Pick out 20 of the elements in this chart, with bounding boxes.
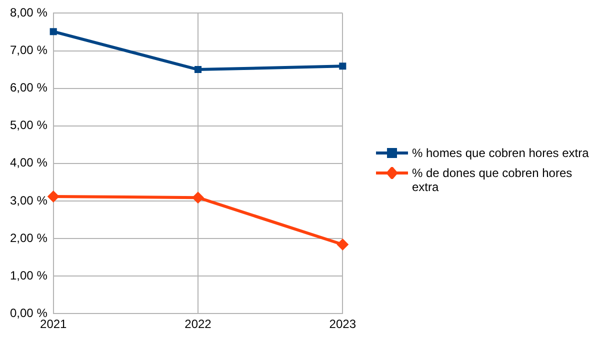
y-tick-label: 2,00 % bbox=[10, 230, 48, 245]
legend-label: % de dones que cobren hores extra bbox=[412, 166, 574, 194]
point bbox=[336, 238, 349, 251]
x-tick-label: 2022 bbox=[184, 317, 212, 332]
point bbox=[50, 28, 57, 36]
y-tick-label: 4,00 % bbox=[10, 156, 48, 170]
y-tick-label: 6,00 % bbox=[10, 80, 48, 95]
y-tick-label: 7,00 % bbox=[10, 43, 48, 58]
x-tick-label: 2021 bbox=[40, 317, 68, 332]
point bbox=[192, 192, 204, 204]
y-tick-label: 5,00 % bbox=[10, 118, 48, 132]
point bbox=[339, 62, 346, 70]
y-tick-label: 8,00 % bbox=[10, 6, 48, 20]
y-tick-label: 3,00 % bbox=[10, 193, 48, 208]
y-tick-label: 1,00 % bbox=[10, 268, 48, 282]
x-tick-label: 2023 bbox=[329, 317, 356, 332]
point bbox=[47, 190, 60, 202]
point bbox=[194, 66, 202, 74]
y-tick-label: 0,00 % bbox=[10, 306, 48, 320]
legend-label: % homes que cobren hores extra bbox=[412, 146, 589, 160]
